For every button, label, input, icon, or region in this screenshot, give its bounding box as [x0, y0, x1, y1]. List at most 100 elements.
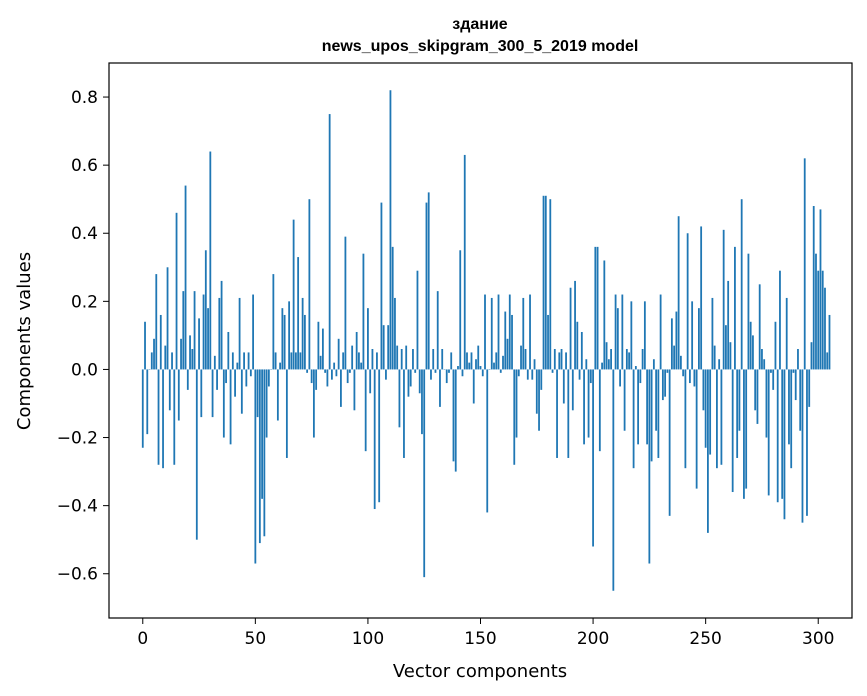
- bar: [684, 369, 687, 469]
- bar: [171, 352, 173, 370]
- bar: [623, 369, 626, 431]
- bar: [371, 349, 374, 370]
- bar: [342, 352, 345, 370]
- bar: [695, 369, 698, 489]
- bar: [821, 270, 824, 370]
- bar: [477, 345, 480, 370]
- bar: [216, 369, 218, 390]
- y-tick-label: 0.4: [71, 224, 98, 244]
- bar: [587, 369, 590, 438]
- bar: [535, 369, 538, 414]
- bar: [475, 359, 477, 370]
- bar: [754, 369, 757, 411]
- bar: [292, 219, 295, 370]
- bar: [770, 369, 772, 373]
- bar: [364, 369, 367, 452]
- bar: [168, 369, 171, 411]
- bar: [549, 199, 552, 370]
- bar: [675, 311, 678, 370]
- bar: [213, 355, 216, 370]
- bar: [794, 369, 797, 401]
- bar: [490, 297, 493, 370]
- bar: [499, 369, 502, 373]
- bar: [450, 352, 453, 370]
- bar: [155, 274, 158, 370]
- bar: [542, 195, 545, 370]
- bar: [790, 369, 793, 469]
- bar: [346, 369, 349, 384]
- bar: [634, 366, 637, 370]
- bar: [146, 369, 149, 435]
- bar: [204, 250, 207, 370]
- bar: [452, 369, 455, 462]
- bar: [596, 246, 599, 370]
- bar: [630, 301, 633, 370]
- bar: [580, 331, 583, 370]
- bar: [245, 369, 248, 387]
- bar: [400, 349, 403, 370]
- bar: [612, 369, 615, 591]
- chart-title: здание: [452, 16, 508, 33]
- bar: [688, 369, 691, 384]
- bar: [824, 287, 826, 370]
- bar: [310, 369, 313, 384]
- bar: [263, 369, 266, 537]
- bar: [195, 369, 198, 540]
- bar: [508, 294, 511, 370]
- bar: [427, 192, 430, 370]
- bar: [511, 314, 513, 370]
- bar: [421, 369, 423, 435]
- bar: [774, 321, 777, 370]
- bar: [423, 369, 426, 578]
- bar: [502, 355, 504, 370]
- bar: [781, 369, 784, 499]
- bar: [553, 349, 556, 370]
- y-tick-label: 0.0: [71, 360, 98, 380]
- x-tick-label: 250: [689, 629, 721, 649]
- bar: [810, 342, 813, 370]
- bar: [533, 359, 536, 370]
- bar: [321, 328, 324, 370]
- bar: [731, 369, 734, 493]
- bar: [184, 185, 187, 370]
- bar: [646, 369, 649, 445]
- bar: [666, 369, 669, 373]
- bar: [734, 246, 736, 370]
- x-tick-label: 200: [577, 629, 609, 649]
- bar: [574, 280, 576, 370]
- bar: [220, 280, 223, 370]
- bar: [603, 260, 606, 370]
- chart-subtitle: news_upos_skipgram_300_5_2019 model: [322, 38, 639, 55]
- bar: [398, 369, 401, 428]
- bar: [761, 349, 763, 370]
- bar: [317, 321, 320, 370]
- bar: [211, 369, 214, 418]
- bar: [340, 369, 342, 407]
- bar: [698, 308, 700, 370]
- bar: [598, 369, 601, 452]
- bar: [202, 294, 205, 370]
- bar: [785, 297, 788, 370]
- bar: [765, 369, 768, 438]
- y-tick-label: −0.4: [57, 497, 98, 517]
- bar: [812, 206, 815, 370]
- bar: [267, 369, 270, 387]
- bar: [182, 291, 185, 370]
- bar: [799, 369, 802, 431]
- bar: [686, 233, 689, 370]
- bar: [144, 321, 146, 370]
- bar: [578, 369, 581, 380]
- bar: [792, 369, 795, 373]
- bar: [252, 294, 254, 370]
- bar: [234, 369, 236, 397]
- bar: [180, 338, 182, 370]
- bar: [632, 369, 635, 469]
- bar: [470, 352, 473, 370]
- bar: [403, 369, 405, 458]
- bar: [797, 349, 799, 370]
- bar: [432, 349, 435, 370]
- bar: [265, 369, 268, 438]
- bar: [378, 369, 381, 503]
- bar: [826, 352, 829, 370]
